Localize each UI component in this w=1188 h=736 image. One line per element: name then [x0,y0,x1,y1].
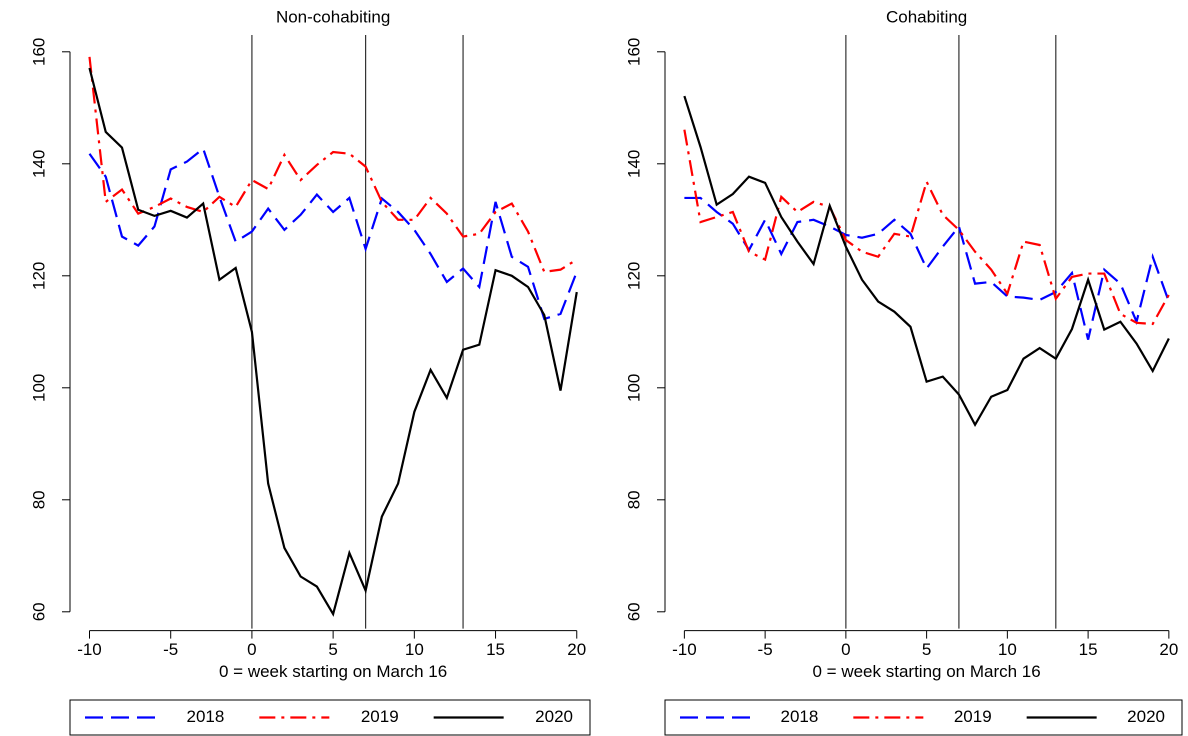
y-tick-label: 60 [624,602,643,621]
x-tick-label: 20 [567,640,586,659]
legend-label: 2019 [954,707,992,726]
x-tick-label: 0 [247,640,256,659]
data-line [683,95,1170,428]
data-line [88,146,578,321]
legend-label: 2020 [535,707,573,726]
data-line [684,196,1170,340]
data-line [88,56,578,274]
y-tick-label: 100 [29,374,48,402]
y-tick-label: 80 [29,490,48,509]
y-tick-label: 60 [29,602,48,621]
x-tick-label: 10 [998,640,1017,659]
y-tick-label: 160 [29,38,48,66]
chart-title: Cohabiting [886,7,967,26]
x-tick-label: -5 [163,640,178,659]
y-tick-label: 80 [624,490,643,509]
x-tick-label: 10 [405,640,424,659]
legend-label: 2018 [781,707,819,726]
y-tick-label: 140 [29,150,48,178]
legend-label: 2018 [187,707,225,726]
y-tick-label: 100 [624,374,643,402]
x-tick-label: 0 [841,640,850,659]
chart-title: Non-cohabiting [276,7,390,26]
y-tick-label: 120 [29,262,48,290]
y-tick-label: 140 [624,150,643,178]
x-tick-label: -10 [77,640,102,659]
x-tick-label: 5 [328,640,337,659]
y-tick-label: 160 [624,38,643,66]
x-axis-label: 0 = week starting on March 16 [813,662,1041,681]
data-line [88,67,578,617]
x-tick-label: 5 [922,640,931,659]
x-tick-label: -5 [758,640,773,659]
x-tick-label: 15 [1079,640,1098,659]
legend-label: 2019 [361,707,399,726]
x-tick-label: 20 [1159,640,1178,659]
x-tick-label: 15 [486,640,505,659]
y-tick-label: 120 [624,262,643,290]
x-tick-label: -10 [672,640,697,659]
x-axis-label: 0 = week starting on March 16 [219,662,447,681]
data-line [683,129,1170,326]
legend-label: 2020 [1127,707,1165,726]
